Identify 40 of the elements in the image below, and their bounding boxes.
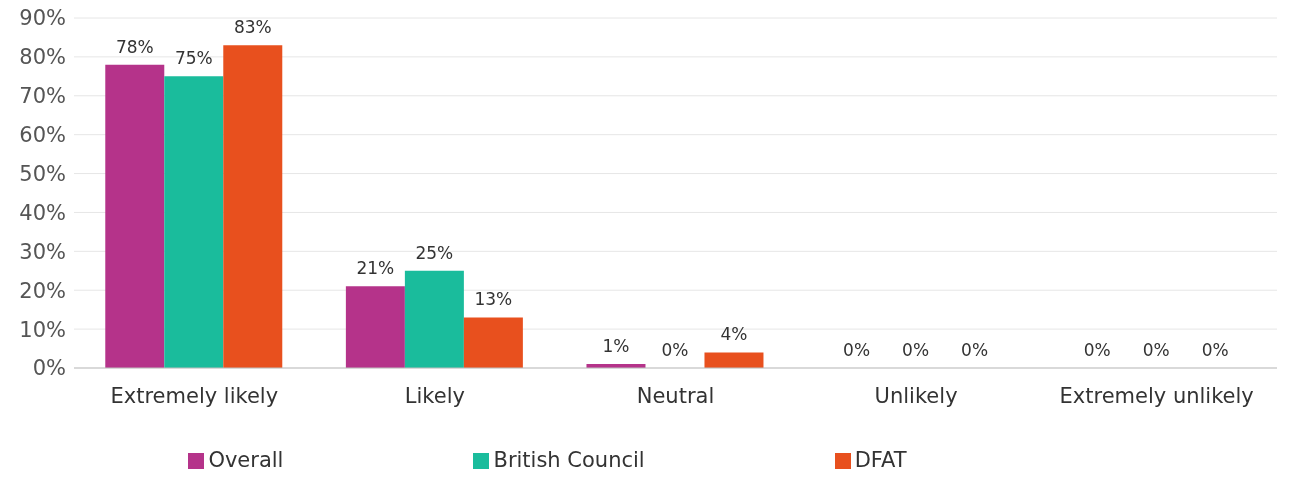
data-label: 0% <box>902 339 930 360</box>
y-tick-label: 30% <box>19 239 66 264</box>
y-tick-label: 40% <box>19 200 66 225</box>
data-label: 75% <box>174 48 213 69</box>
x-tick-label: Neutral <box>636 383 715 408</box>
bar <box>404 270 464 368</box>
y-tick-label: 10% <box>19 317 66 342</box>
data-label: 4% <box>720 324 748 345</box>
legend-label: Overall <box>208 448 284 472</box>
x-tick-label: Unlikely <box>874 383 958 408</box>
bar <box>105 64 165 368</box>
data-label: 0% <box>1201 339 1229 360</box>
data-label: 0% <box>661 339 689 360</box>
bar <box>345 286 405 368</box>
y-tick-label: 60% <box>19 123 66 148</box>
data-label: 1% <box>602 336 630 357</box>
x-tick-label: Extremely unlikely <box>1059 383 1254 408</box>
y-tick-label: 90% <box>19 6 66 31</box>
data-label: 78% <box>115 36 154 57</box>
legend-label: DFAT <box>854 448 907 472</box>
data-label: 0% <box>961 339 989 360</box>
x-tick-label: Extremely likely <box>110 383 279 408</box>
legend-label: British Council <box>493 448 645 472</box>
data-label: 13% <box>474 289 513 310</box>
data-label: 25% <box>415 242 454 263</box>
data-label: 83% <box>233 17 272 38</box>
x-tick-label: Likely <box>404 383 465 408</box>
y-tick-label: 50% <box>19 162 66 187</box>
y-tick-label: 0% <box>32 356 66 381</box>
y-tick-label: 70% <box>19 84 66 109</box>
data-label: 0% <box>843 339 871 360</box>
bar <box>164 76 224 368</box>
data-label: 0% <box>1142 339 1170 360</box>
bar <box>704 352 764 368</box>
y-tick-label: 80% <box>19 45 66 70</box>
y-tick-label: 20% <box>19 278 66 303</box>
data-label: 0% <box>1083 339 1111 360</box>
bar <box>463 317 523 368</box>
bar <box>223 45 283 368</box>
data-label: 21% <box>356 258 395 279</box>
